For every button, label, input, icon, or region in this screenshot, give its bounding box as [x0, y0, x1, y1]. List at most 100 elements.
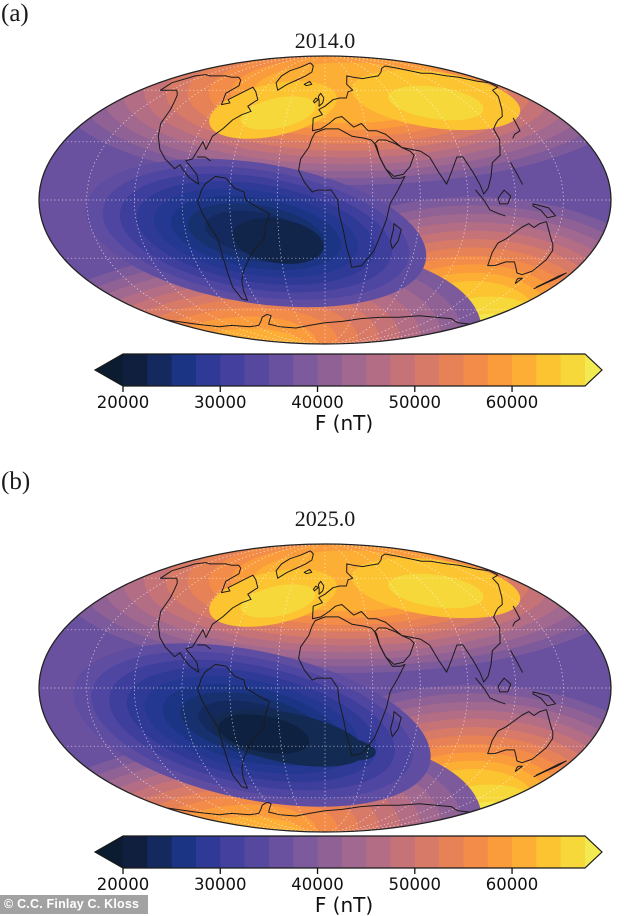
graticule-meridian — [324, 56, 564, 344]
colorbar-segment — [560, 836, 586, 868]
coastline-path — [487, 221, 554, 276]
coastline-path — [312, 585, 319, 592]
coastlines — [157, 62, 567, 329]
colorbar-over-arrow — [585, 836, 602, 868]
colorbar-2025: 20000 30000 40000 50000 60000 F (nT) — [93, 835, 603, 916]
colorbar-tick-label: 30000 — [194, 393, 247, 412]
contour-band — [218, 714, 310, 754]
coastline-path — [298, 616, 406, 756]
map-outline — [38, 55, 612, 345]
colorbar-segment — [244, 354, 270, 386]
colorbar-tick-label: 20000 — [97, 875, 150, 894]
graticule-meridian — [324, 544, 469, 832]
graticule-meridian — [276, 56, 326, 344]
coastline-path — [512, 605, 521, 627]
coastline-path — [533, 760, 567, 778]
coastline-path — [166, 313, 471, 329]
colorbar-tick-label: 20000 — [97, 393, 150, 412]
coastline-path — [312, 553, 503, 683]
colorbar-segment — [123, 836, 148, 868]
graticule-meridian — [134, 56, 326, 344]
map-layers — [39, 56, 611, 344]
colorbar-segment — [317, 836, 343, 868]
graticule-meridian — [276, 544, 326, 832]
graticule-meridian — [324, 56, 374, 344]
colorbar-segment — [171, 836, 197, 868]
colorbar-segment — [487, 354, 513, 386]
coastline-path — [275, 550, 314, 579]
colorbar-segment — [171, 354, 197, 386]
colorbar-segment — [147, 836, 173, 868]
contour-band — [320, 737, 376, 761]
colorbar-2014: 20000 30000 40000 50000 60000 F (nT) — [93, 353, 603, 434]
coastline-path — [374, 139, 415, 177]
colorbar-segment — [220, 354, 245, 386]
colorbar-segment — [195, 354, 221, 386]
coastline-path — [497, 189, 512, 205]
colorbar-segment — [268, 354, 294, 386]
contour-band — [388, 573, 484, 609]
graticule-meridian — [86, 544, 326, 832]
colorbar-under-arrow — [95, 354, 123, 386]
coastline-path — [390, 711, 402, 738]
colorbar-under-arrow — [95, 836, 123, 868]
colorbar-segment — [439, 836, 464, 868]
coastline-path — [197, 175, 271, 301]
colorbar-segment — [317, 354, 343, 386]
colorbar-segment — [220, 836, 245, 868]
coastline-path — [532, 203, 557, 219]
colorbar-segment — [439, 354, 464, 386]
coastline-path — [390, 223, 402, 250]
coastline-path — [487, 709, 554, 764]
contour-band — [388, 85, 484, 121]
coastline-path — [197, 663, 271, 789]
coastline-path — [303, 80, 313, 87]
colorbar-segment — [512, 354, 537, 386]
colorbar-tick-label: 50000 — [389, 875, 442, 894]
colorbar-segment — [195, 836, 221, 868]
colorbar-segment — [512, 836, 537, 868]
coastline-path — [475, 189, 506, 217]
colorbar-segment — [414, 354, 440, 386]
colorbar-segment — [293, 836, 318, 868]
coastline-path — [317, 92, 325, 107]
coastline-path — [374, 627, 415, 665]
colorbar-segment — [123, 354, 148, 386]
coastline-path — [303, 568, 313, 575]
coastline-path — [510, 650, 523, 673]
coastline-path — [157, 562, 259, 673]
graticule-meridian — [324, 544, 516, 832]
credit-text: © C.C. Finlay C. Kloss — [4, 897, 140, 911]
colorbar-segment — [244, 836, 270, 868]
colorbar-tick-label: 60000 — [486, 875, 539, 894]
map-outline — [38, 543, 612, 833]
colorbar-segment — [147, 354, 173, 386]
graticule-meridian — [86, 56, 326, 344]
graticule-meridian — [181, 544, 326, 832]
graticule-meridian — [324, 544, 374, 832]
colorbar-segment — [366, 354, 391, 386]
coastline-path — [197, 156, 211, 162]
coastlines — [157, 550, 567, 817]
coastline-path — [514, 277, 523, 284]
colorbar-tick-label: 40000 — [291, 875, 344, 894]
coastline-path — [510, 162, 523, 185]
coastline-path — [275, 62, 314, 91]
graticule — [39, 56, 611, 344]
colorbar-segment — [341, 354, 367, 386]
coastline-path — [197, 644, 211, 650]
contour-band — [240, 584, 316, 618]
contour-band — [240, 96, 316, 130]
graticule-meridian — [134, 544, 326, 832]
graticule-meridian — [324, 56, 516, 344]
world-map-2025 — [38, 543, 612, 833]
panel-b-label: (b) — [1, 468, 31, 495]
contour-band — [232, 218, 324, 264]
colorbar-tick-label: 50000 — [389, 393, 442, 412]
coastline-path — [532, 691, 557, 707]
colorbar-tick-label: 40000 — [291, 393, 344, 412]
coastline-path — [157, 74, 259, 185]
credit-badge: © C.C. Finlay C. Kloss — [0, 895, 149, 914]
colorbar-tick-label: 60000 — [486, 393, 539, 412]
